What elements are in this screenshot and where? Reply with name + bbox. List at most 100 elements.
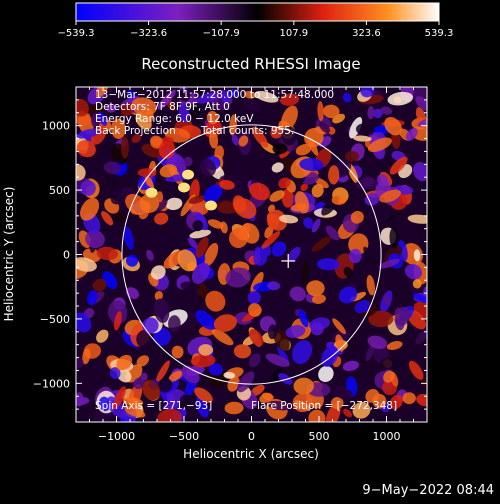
timestamp: 9−May−2022 08:44 [362, 483, 494, 498]
heatmap-blob [372, 108, 383, 119]
heatmap-blob [136, 355, 150, 367]
heatmap-blob [225, 267, 251, 288]
x-tick-label: −500 [169, 430, 199, 443]
heatmap-blob [384, 116, 402, 136]
annotation-time-range: 13−Mar−2012 11:57:28.000 to 11:57:48.000 [95, 89, 334, 101]
heatmap-blob [209, 131, 219, 149]
chart-title: Reconstructed RHESSI Image [141, 55, 360, 73]
heatmap-blob [187, 237, 198, 249]
heatmap-blob [233, 344, 252, 359]
heatmap-blob [299, 158, 324, 172]
heatmap-blob [191, 262, 210, 284]
heatmap-blob [331, 195, 347, 206]
heatmap-blob [76, 392, 84, 407]
heatmap-blob [364, 192, 380, 206]
heatmap-blob [412, 293, 427, 303]
y-tick-label: 500 [49, 184, 70, 197]
heatmap-blob [270, 368, 283, 385]
heatmap-blob [261, 392, 274, 401]
y-tick-label: −500 [40, 313, 70, 326]
heatmap-blob [342, 92, 352, 103]
heatmap-blob [249, 329, 264, 347]
heatmap-blob [314, 177, 329, 189]
annotation-total-counts: Total counts: 955. [200, 125, 294, 137]
heatmap-blob [196, 92, 220, 104]
heatmap-blob [211, 329, 234, 346]
heatmap-blob [122, 397, 144, 407]
heatmap-blob [379, 189, 401, 203]
heatmap-blob [231, 134, 239, 146]
heatmap-blob [76, 164, 86, 181]
heatmap-blob [203, 184, 223, 203]
heatmap-blob [267, 324, 278, 340]
annotation-detectors: Detectors: 7F 8F 9F, Att 0 [95, 101, 230, 113]
heatmap-blob [120, 103, 134, 117]
heatmap-blob [279, 214, 299, 224]
heatmap-blob [248, 303, 262, 317]
heatmap-blob [292, 340, 313, 365]
heatmap-blob [311, 218, 321, 233]
heatmap-blob [137, 168, 157, 178]
heatmap-blob [343, 408, 353, 418]
heatmap-blob [355, 123, 375, 136]
heatmap-blob [292, 393, 313, 413]
heatmap-blob [85, 230, 105, 249]
heatmap-blob [267, 400, 292, 411]
heatmap-blob [227, 376, 240, 392]
heatmap-blob [367, 204, 391, 223]
heatmap-blob [343, 266, 353, 278]
x-tick-label: 0 [248, 430, 255, 443]
annotation-block: 13−Mar−2012 11:57:28.000 to 11:57:48.000… [95, 89, 397, 412]
heatmap-blob [303, 217, 314, 229]
heatmap-blob [107, 300, 128, 325]
heatmap-blob [267, 281, 281, 291]
heatmap-blob [96, 329, 109, 343]
heatmap-blob [178, 104, 190, 123]
heatmap-blob [254, 90, 279, 103]
heatmap-blob [253, 246, 261, 265]
heatmap-blob [183, 156, 193, 167]
heatmap-blob [105, 171, 118, 187]
heatmap-blob [158, 140, 176, 160]
colorbar-tick-label: −539.3 [57, 28, 94, 39]
colorbar [75, 2, 440, 22]
heatmap-blob [219, 180, 235, 190]
heatmap-blob [96, 246, 118, 261]
heatmap-blob [232, 195, 247, 213]
heatmap-blob [333, 386, 353, 400]
heatmap-blob [154, 290, 163, 301]
heatmap-blob [142, 379, 161, 401]
heatmap-blob [101, 211, 114, 226]
heatmap-blob [367, 335, 388, 350]
heatmap-blob [272, 143, 288, 155]
heatmap-blob [368, 310, 394, 328]
heatmap-blob [405, 127, 418, 141]
heatmap-blob [146, 249, 154, 261]
heatmap-blob [380, 357, 405, 370]
heatmap-blob [76, 355, 84, 369]
heatmap-blob [338, 286, 358, 304]
heatmap-blob [177, 88, 191, 102]
flare-position-marker [281, 253, 296, 268]
heatmap-blob [383, 370, 395, 383]
heatmap-blob [114, 211, 126, 223]
heatmap-blob [342, 360, 360, 372]
y-axis: −1000 −500 0 500 1000 [33, 99, 427, 410]
heatmap-blob [180, 281, 200, 292]
heatmap-blob [76, 140, 96, 158]
heatmap-blob [271, 162, 284, 173]
heatmap-blob [229, 114, 237, 136]
heatmap-blob [192, 220, 204, 232]
heatmap-blob [113, 310, 122, 331]
heatmap-blob [203, 242, 219, 267]
heatmap-blob [278, 177, 291, 189]
heatmap-blob [367, 106, 375, 120]
heatmap-blob [318, 365, 334, 383]
heatmap-blob [362, 176, 375, 188]
heatmap-blob [198, 344, 214, 356]
heatmap-blob [126, 254, 139, 267]
heatmap-blob [282, 156, 294, 172]
heatmap-blob [389, 227, 399, 249]
heatmap-blob [136, 330, 151, 348]
